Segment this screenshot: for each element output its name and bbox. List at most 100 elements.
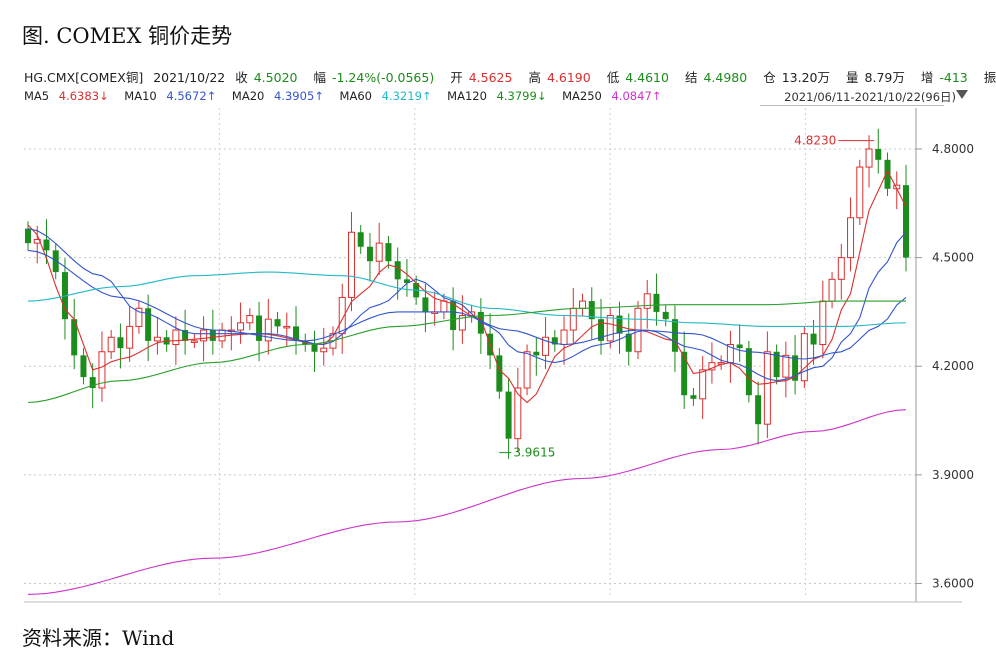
candle-body [394, 261, 401, 280]
candle-body [320, 347, 328, 353]
candle-body [625, 333, 632, 352]
ma120-line [27, 300, 906, 404]
candle-body [837, 257, 845, 280]
candle-body [690, 395, 697, 399]
y-tick-label: 4.2000 [932, 359, 974, 373]
min-price-label: 3.9615 [513, 446, 555, 460]
candle-body [533, 351, 540, 356]
ma120-legend: MA120 4.3799↓ [447, 89, 547, 103]
candle-body [458, 315, 466, 331]
candle-body [569, 307, 577, 331]
range-underline [760, 105, 944, 106]
candle-body [542, 336, 550, 356]
candle-body [89, 377, 96, 388]
ma20-line [27, 249, 907, 360]
candle-body [745, 348, 752, 396]
candle-body [52, 250, 59, 273]
amp-label: 振 [983, 70, 996, 85]
candle-body [135, 307, 143, 327]
figure-title: 图. COMEX 铜价走势 [22, 24, 233, 48]
y-tick-label: 4.8000 [932, 142, 974, 156]
candle-body [440, 300, 448, 313]
candle-body [662, 311, 669, 320]
ma60-legend: MA60 4.3219↑ [339, 89, 432, 103]
quote-date: 2021/10/22 [153, 70, 226, 85]
settle-value: 4.4980 [703, 70, 748, 85]
candle-body [782, 354, 790, 378]
ma60-line [27, 271, 907, 327]
candle-body [145, 308, 152, 341]
candle-body [828, 278, 836, 302]
change-label: 幅 [313, 70, 326, 85]
change-value: -1.24%(-0.0565) [331, 70, 435, 85]
candle-body [450, 301, 457, 331]
date-range-selector[interactable]: 2021/06/11-2021/10/22(96日) [784, 90, 956, 104]
candle-body [274, 319, 281, 327]
oi-label: 仓 [763, 70, 776, 85]
candle-body [523, 351, 531, 389]
ma10-legend: MA10 4.5672↑ [124, 89, 217, 103]
symbol[interactable]: HG.CMX[COMEX铜] [24, 70, 144, 85]
candle-body [403, 279, 410, 283]
candle-body [792, 355, 799, 381]
candle-body [200, 329, 208, 342]
candle-body [209, 330, 216, 341]
candle-body [107, 336, 115, 353]
ma250-legend: MA250 4.0847↑ [562, 89, 662, 103]
candle-body [182, 330, 189, 341]
oi-value: 13.20万 [781, 70, 831, 85]
candle-body [865, 148, 873, 168]
candle-body [903, 185, 909, 258]
open-value: 4.5625 [468, 70, 513, 85]
vol-label: 量 [846, 70, 859, 85]
candle-body [514, 387, 522, 440]
candle-body [763, 351, 771, 425]
ma10-line [27, 228, 907, 382]
y-tick-label: 4.5000 [932, 251, 974, 265]
max-price-label: 4.8230 [794, 134, 836, 148]
candle-body [773, 351, 780, 378]
candle-body [283, 325, 291, 329]
oi-change-value: -413 [939, 70, 968, 85]
close-value: 4.5020 [253, 70, 298, 85]
candle-body [505, 391, 512, 439]
candle-body [357, 232, 364, 247]
candle-body [755, 395, 762, 425]
candle-body [25, 228, 31, 244]
candle-body [264, 318, 272, 342]
settle-label: 结 [684, 70, 698, 85]
candle-body [653, 293, 660, 312]
candle-body [496, 355, 503, 392]
ma5-legend: MA5 4.6383↓ [24, 89, 109, 103]
candle-body [237, 322, 245, 331]
candle-body [810, 333, 817, 345]
candle-body [708, 362, 716, 371]
candle-body [347, 231, 355, 298]
candle-body [385, 243, 392, 262]
candle-body [43, 239, 50, 251]
dropdown-triangle-icon[interactable] [956, 90, 968, 99]
candle-body [598, 319, 605, 341]
candle-body [98, 351, 106, 389]
open-label: 开 [450, 70, 463, 85]
candle-body [560, 329, 568, 346]
candle-body [311, 344, 318, 352]
candle-body [366, 246, 373, 262]
candle-body [551, 337, 558, 345]
candle-body [579, 300, 587, 309]
candle-body [671, 319, 678, 352]
oi-change-label: 增 [920, 70, 934, 85]
candle-body [616, 315, 623, 334]
ma5-line [27, 169, 907, 404]
candle-body [71, 319, 78, 356]
candle-body [699, 369, 707, 400]
candle-body [606, 315, 614, 342]
candle-body [884, 159, 891, 189]
ma20-legend: MA20 4.3905↑ [231, 89, 324, 103]
candle-body [643, 293, 651, 309]
ma-legend: MA5 4.6383↓ MA10 4.5672↑ MA20 4.3905↑ MA… [24, 89, 673, 107]
candle-body [80, 355, 87, 378]
low-value: 4.4610 [625, 70, 669, 85]
candle-body [246, 315, 254, 324]
